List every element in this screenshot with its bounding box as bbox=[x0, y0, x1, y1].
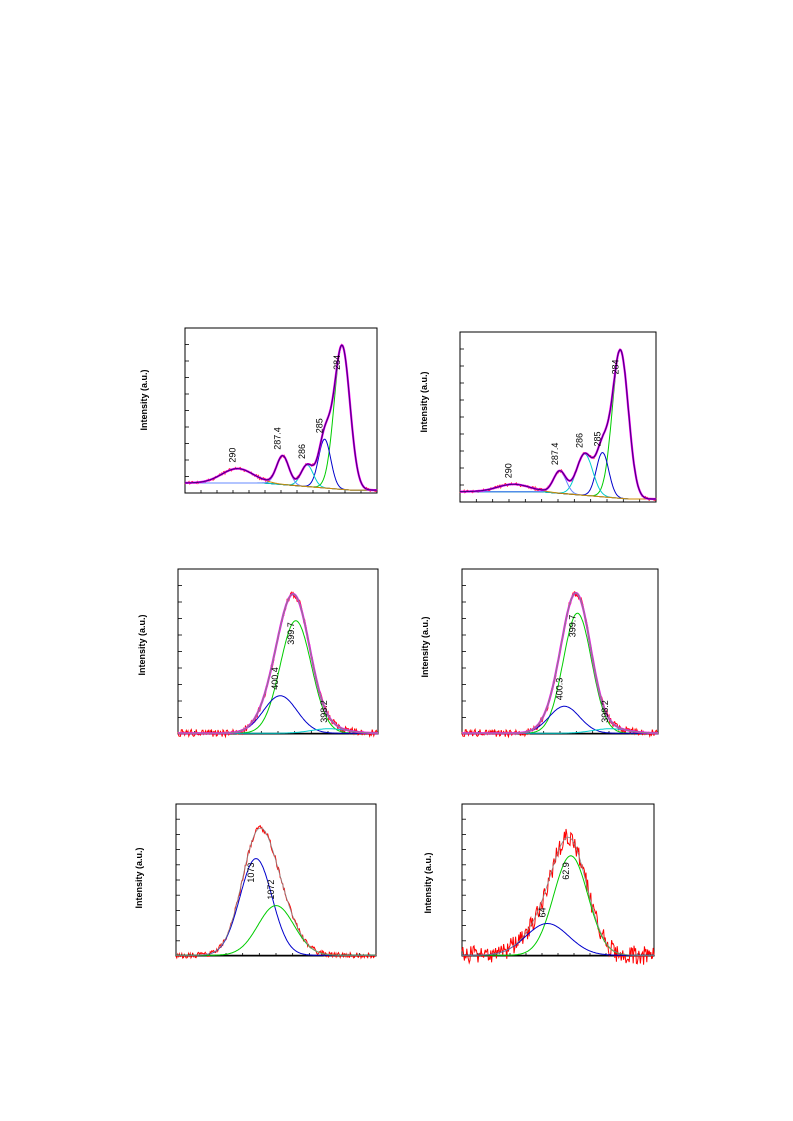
plot-frame bbox=[459, 331, 657, 503]
fit-envelope-line bbox=[462, 592, 658, 735]
chart-panel-mg2p-right: Intensity (a.u.) 62.9 64 bbox=[410, 795, 670, 975]
raw-data-line bbox=[175, 824, 377, 960]
fit-total-line bbox=[462, 836, 654, 956]
chart-svg: 399.7 400.3 398.2 bbox=[461, 568, 659, 739]
raw-data-line bbox=[177, 591, 379, 739]
peak-label: 287.4 bbox=[550, 443, 560, 466]
peak-label: 399.7 bbox=[286, 622, 296, 645]
plot-frame bbox=[175, 803, 377, 957]
peak-label: 290 bbox=[504, 463, 514, 478]
plot-frame bbox=[184, 327, 378, 494]
peak-component-line bbox=[185, 345, 377, 491]
chart-panel-n1s-left: Intensity (a.u.) 399.7 400.4 398.2 bbox=[130, 560, 390, 745]
peak-label: 1073 bbox=[246, 863, 256, 883]
chart-panel-c1s-right: Intensity (a.u.) 284 285 286 287.4 290 bbox=[410, 322, 670, 517]
chart-svg: 284 285 286 287.4 290 bbox=[184, 327, 378, 494]
peak-label: 285 bbox=[593, 431, 603, 446]
peak-label: 64 bbox=[537, 907, 547, 917]
chart-svg: 62.9 64 bbox=[461, 803, 655, 965]
peak-component-line bbox=[185, 455, 377, 491]
peak-component-line bbox=[460, 470, 656, 500]
chart-panel-c1s-left: Intensity (a.u.) 284 285 286 287.4 290 bbox=[130, 320, 390, 510]
peak-component-line bbox=[176, 858, 376, 956]
chart-svg: 399.7 400.4 398.2 bbox=[177, 568, 379, 739]
chart-panel-na1s-left: Intensity (a.u.) 1073 1072 bbox=[128, 795, 388, 975]
fit-envelope-line bbox=[178, 592, 378, 735]
fit-envelope-line bbox=[460, 348, 656, 501]
chart-svg: 1073 1072 bbox=[175, 803, 377, 960]
peak-label: 400.3 bbox=[554, 678, 564, 701]
peak-label: 290 bbox=[227, 448, 237, 463]
peak-label: 286 bbox=[575, 433, 585, 448]
peak-label: 284 bbox=[610, 359, 620, 374]
fit-total-line bbox=[462, 592, 658, 734]
peak-component-line bbox=[462, 612, 658, 734]
peak-label: 286 bbox=[297, 444, 307, 459]
fit-envelope-line bbox=[185, 343, 377, 492]
raw-data-line bbox=[459, 348, 657, 501]
peak-label: 287.4 bbox=[273, 427, 283, 450]
peak-label: 400.4 bbox=[270, 667, 280, 690]
peak-label: 62.9 bbox=[561, 862, 571, 880]
peak-label: 285 bbox=[315, 418, 325, 433]
raw-data-line bbox=[461, 828, 655, 965]
fit-total-line bbox=[185, 344, 377, 491]
peak-component-line bbox=[460, 350, 656, 500]
peak-label: 398.2 bbox=[319, 700, 329, 723]
peak-label: 284 bbox=[332, 355, 342, 370]
fit-total-line bbox=[460, 348, 656, 500]
peak-component-line bbox=[462, 855, 654, 956]
peak-component-line bbox=[178, 695, 378, 734]
fit-total-line bbox=[178, 593, 378, 734]
peak-label: 398.2 bbox=[600, 700, 610, 723]
peak-label: 1072 bbox=[266, 880, 276, 900]
raw-data-line bbox=[461, 591, 659, 739]
chart-panel-n1s-right: Intensity (a.u.) 399.7 400.3 398.2 bbox=[410, 562, 670, 747]
chart-svg: 284 285 286 287.4 290 bbox=[459, 331, 657, 503]
plot-frame bbox=[177, 568, 379, 735]
raw-data-line bbox=[184, 343, 378, 492]
fit-total-line bbox=[176, 827, 376, 956]
peak-component-line bbox=[176, 905, 376, 956]
peak-label: 399.7 bbox=[567, 615, 577, 638]
